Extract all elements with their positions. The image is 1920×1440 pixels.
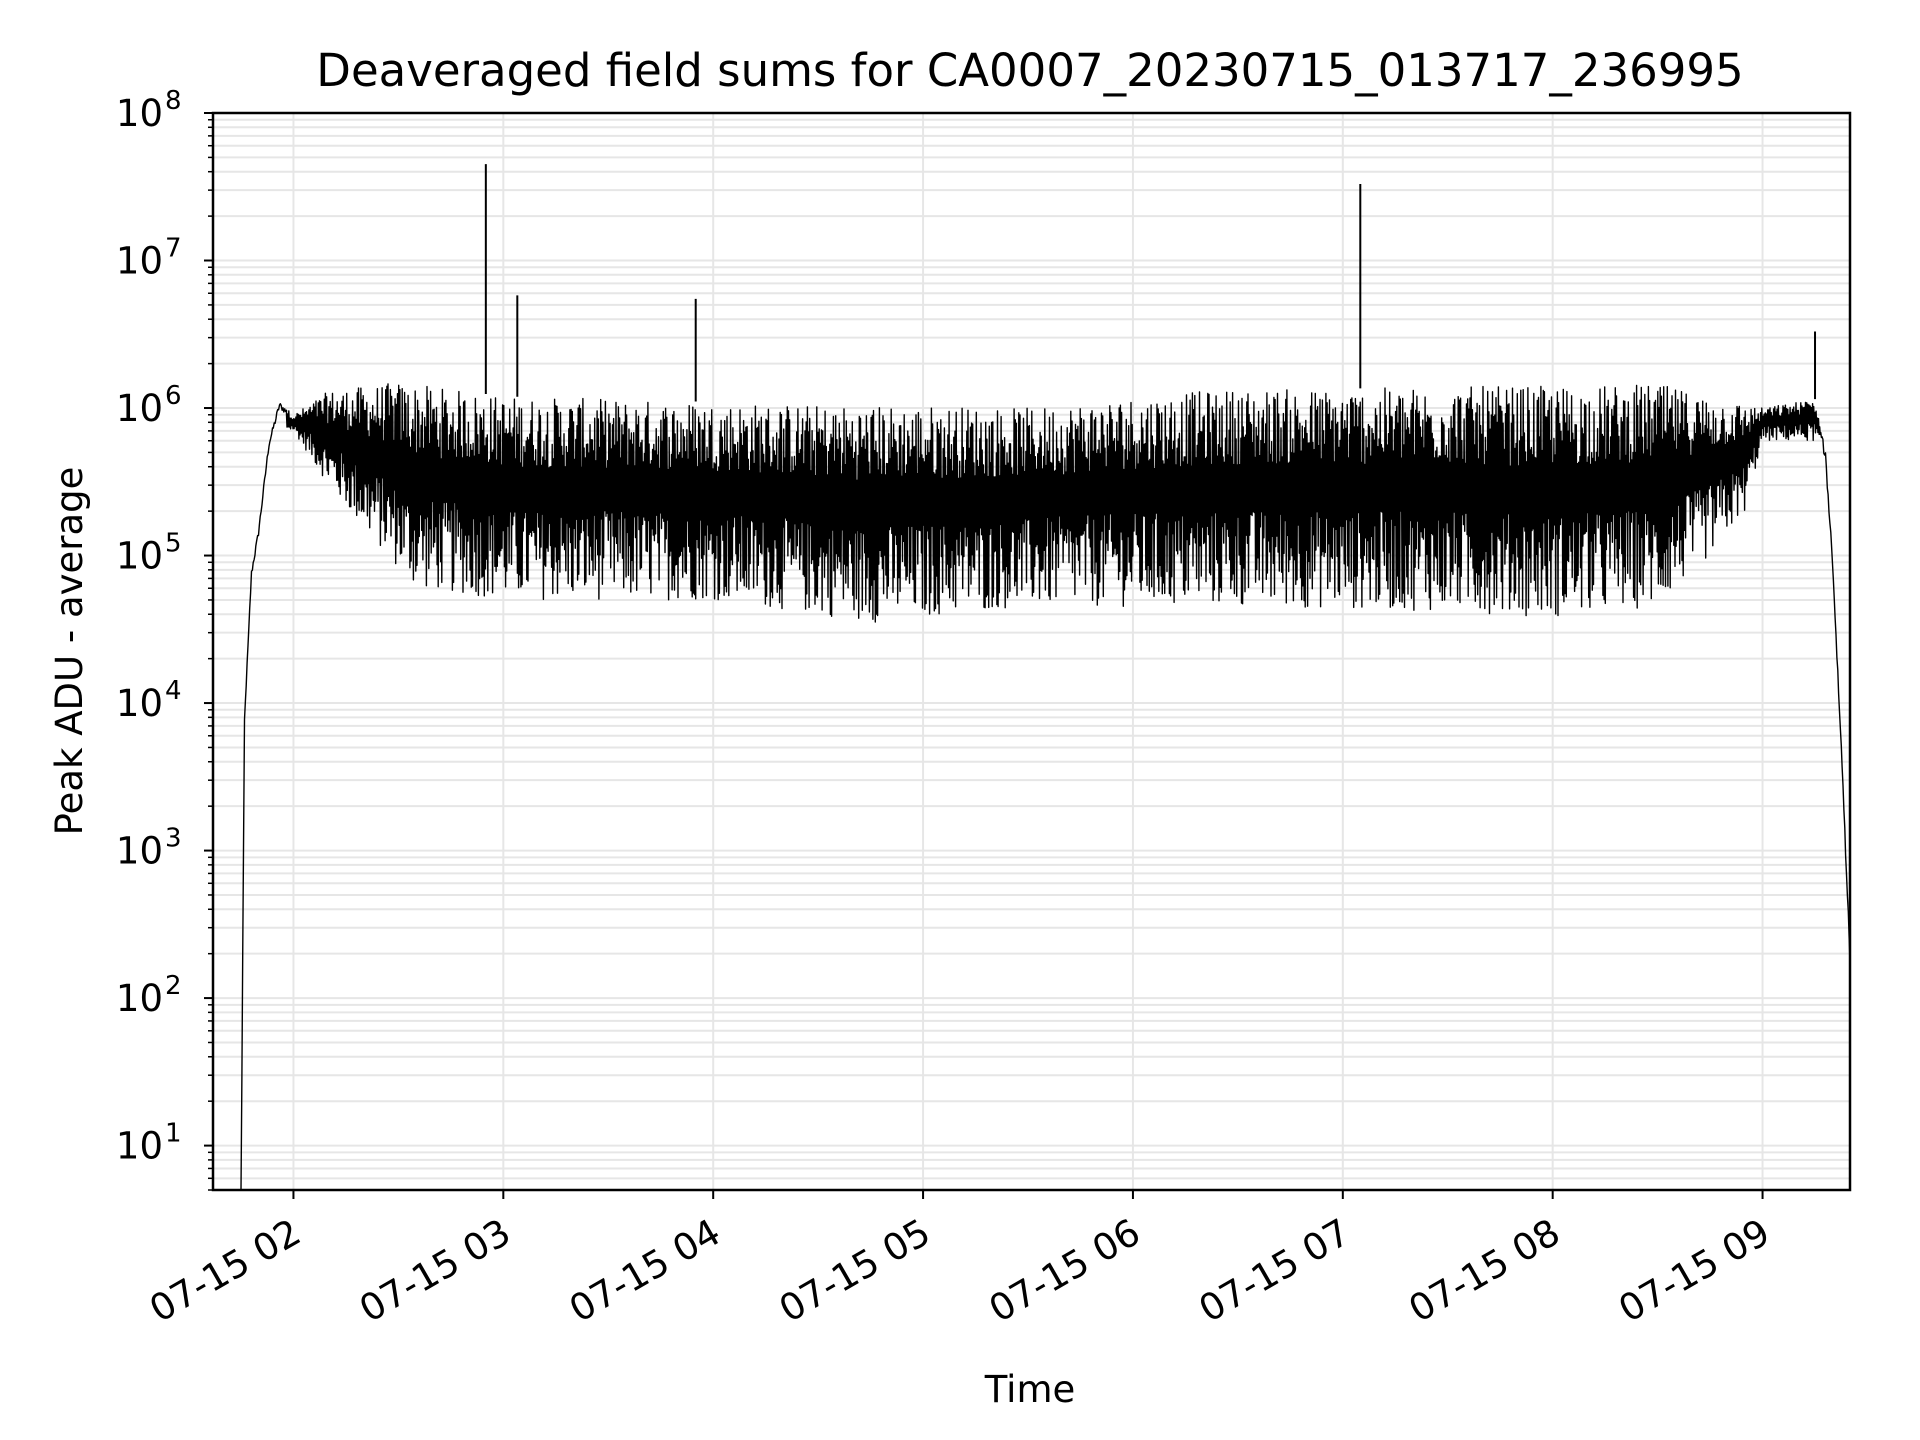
grid (213, 112, 1850, 1191)
x-tick-label: 07-15 04 (562, 1211, 728, 1331)
plot-area-frame (211, 111, 1852, 1192)
y-tick-exponent: 7 (165, 234, 182, 264)
y-tick-label: 10 (116, 92, 163, 135)
x-tick-label: 07-15 07 (1192, 1211, 1358, 1331)
y-tick-label: 10 (116, 535, 163, 578)
y-axis-label: Peak ADU - average (48, 467, 91, 836)
y-tick-label: 10 (116, 387, 163, 430)
y-tick-label: 10 (116, 1125, 163, 1168)
x-axis-label: Time (984, 1368, 1076, 1411)
x-tick-label: 07-15 05 (772, 1211, 938, 1331)
x-tick-label: 07-15 06 (982, 1211, 1148, 1331)
x-tick-label: 07-15 03 (352, 1211, 518, 1331)
y-tick-label: 10 (116, 830, 163, 873)
data-series (240, 164, 1851, 1191)
x-tick-label: 07-15 08 (1402, 1211, 1568, 1331)
x-tick-label: 07-15 02 (142, 1211, 308, 1331)
series-line (240, 383, 1851, 1191)
y-tick-exponent: 8 (165, 86, 182, 116)
y-tick-label: 10 (116, 240, 163, 283)
y-tick-exponent: 1 (165, 1119, 182, 1149)
y-tick-label: 10 (116, 682, 163, 725)
y-tick-exponent: 2 (165, 971, 182, 1001)
y-tick-exponent: 3 (165, 824, 182, 854)
chart-title: Deaveraged field sums for CA0007_2023071… (316, 44, 1743, 97)
y-tick-exponent: 5 (165, 529, 182, 559)
y-tick-exponent: 6 (165, 381, 182, 411)
y-tick-label: 10 (116, 977, 163, 1020)
x-tick-label: 07-15 09 (1611, 1211, 1777, 1331)
y-tick-exponent: 4 (165, 676, 182, 706)
